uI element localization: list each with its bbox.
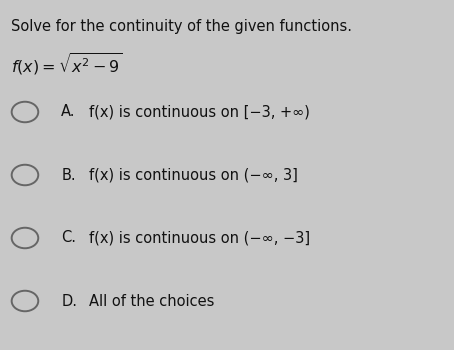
Text: Solve for the continuity of the given functions.: Solve for the continuity of the given fu… — [11, 19, 352, 34]
Text: A.: A. — [61, 105, 76, 119]
Text: f(x) is continuous on (−∞, −3]: f(x) is continuous on (−∞, −3] — [89, 231, 310, 245]
Text: C.: C. — [61, 231, 76, 245]
Text: $f(x)= \sqrt{x^2-9}$: $f(x)= \sqrt{x^2-9}$ — [11, 51, 123, 77]
Text: All of the choices: All of the choices — [89, 294, 214, 308]
Text: D.: D. — [61, 294, 77, 308]
Text: B.: B. — [61, 168, 76, 182]
Text: f(x) is continuous on [−3, +∞): f(x) is continuous on [−3, +∞) — [89, 105, 310, 119]
Text: f(x) is continuous on (−∞, 3]: f(x) is continuous on (−∞, 3] — [89, 168, 297, 182]
